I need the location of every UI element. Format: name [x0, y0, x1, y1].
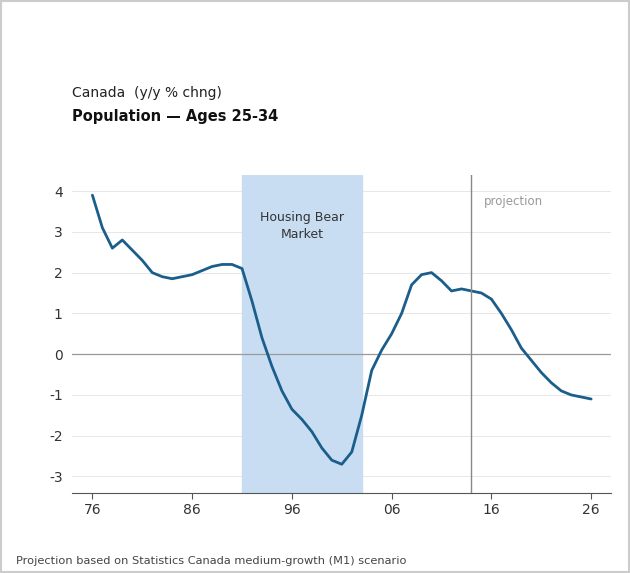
Text: First-Time Buyers: Strength in Numbers: First-Time Buyers: Strength in Numbers [16, 42, 406, 60]
Text: Chart 2: Chart 2 [16, 15, 62, 28]
Text: Projection based on Statistics Canada medium-growth (M1) scenario: Projection based on Statistics Canada me… [16, 556, 406, 566]
Text: Population — Ages 25-34: Population — Ages 25-34 [72, 109, 278, 124]
Text: Housing Bear
Market: Housing Bear Market [260, 211, 344, 241]
Text: Canada  (y/y % chng): Canada (y/y % chng) [72, 87, 222, 100]
Bar [242, 175, 362, 493]
Text: projection: projection [483, 195, 542, 208]
